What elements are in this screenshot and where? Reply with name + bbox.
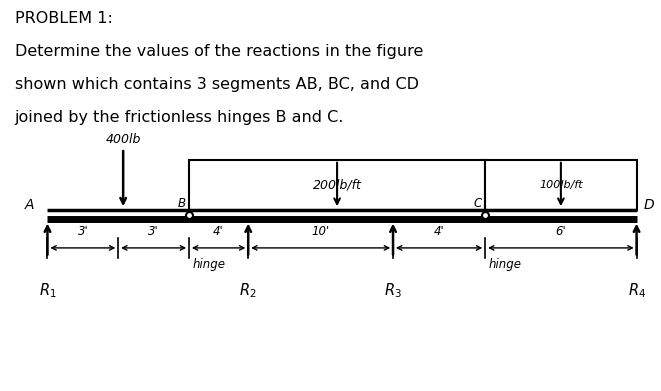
Text: $R_4$: $R_4$ bbox=[627, 281, 646, 300]
Text: joined by the frictionless hinges B and C.: joined by the frictionless hinges B and … bbox=[15, 110, 344, 125]
Bar bbox=[485, 160, 637, 210]
Text: B: B bbox=[178, 197, 186, 210]
Text: 10': 10' bbox=[311, 225, 330, 238]
Text: 3': 3' bbox=[148, 225, 159, 238]
Text: shown which contains 3 segments AB, BC, and CD: shown which contains 3 segments AB, BC, … bbox=[15, 77, 418, 92]
Text: $R_2$: $R_2$ bbox=[239, 281, 257, 300]
Bar bbox=[189, 160, 485, 210]
Text: PROBLEM 1:: PROBLEM 1: bbox=[15, 11, 112, 26]
Text: 200lb/ft: 200lb/ft bbox=[313, 179, 362, 192]
Text: D: D bbox=[643, 198, 654, 212]
Text: 100lb/ft: 100lb/ft bbox=[539, 180, 583, 190]
Text: A: A bbox=[25, 198, 34, 212]
Text: 6': 6' bbox=[555, 225, 566, 238]
Text: 4': 4' bbox=[434, 225, 444, 238]
Text: Determine the values of the reactions in the figure: Determine the values of the reactions in… bbox=[15, 44, 423, 59]
Text: $R_3$: $R_3$ bbox=[384, 281, 402, 300]
Text: 3': 3' bbox=[77, 225, 88, 238]
Text: 400lb: 400lb bbox=[106, 133, 141, 146]
Text: $R_1$: $R_1$ bbox=[38, 281, 56, 300]
Text: C: C bbox=[474, 197, 482, 210]
Text: hinge: hinge bbox=[488, 258, 522, 271]
Text: hinge: hinge bbox=[192, 258, 225, 271]
Text: 4': 4' bbox=[214, 225, 224, 238]
